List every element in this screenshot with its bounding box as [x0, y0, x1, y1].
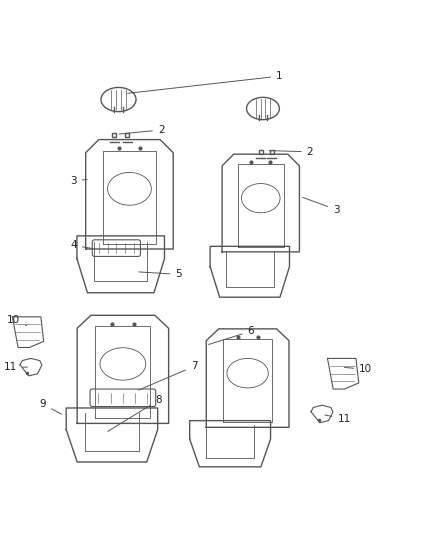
Text: 2: 2 [119, 125, 165, 135]
Text: 2: 2 [269, 147, 313, 157]
Text: 8: 8 [108, 395, 162, 431]
Text: 3: 3 [303, 197, 339, 215]
Text: 3: 3 [71, 176, 87, 186]
Text: 6: 6 [208, 326, 254, 344]
Text: 5: 5 [139, 269, 182, 279]
Text: 11: 11 [4, 362, 27, 372]
Text: 1: 1 [128, 71, 283, 93]
Text: 11: 11 [325, 414, 350, 424]
Text: 7: 7 [138, 361, 198, 390]
Text: 9: 9 [40, 399, 61, 414]
Text: 10: 10 [7, 315, 27, 326]
Text: 10: 10 [344, 365, 372, 374]
Text: 4: 4 [71, 240, 93, 251]
